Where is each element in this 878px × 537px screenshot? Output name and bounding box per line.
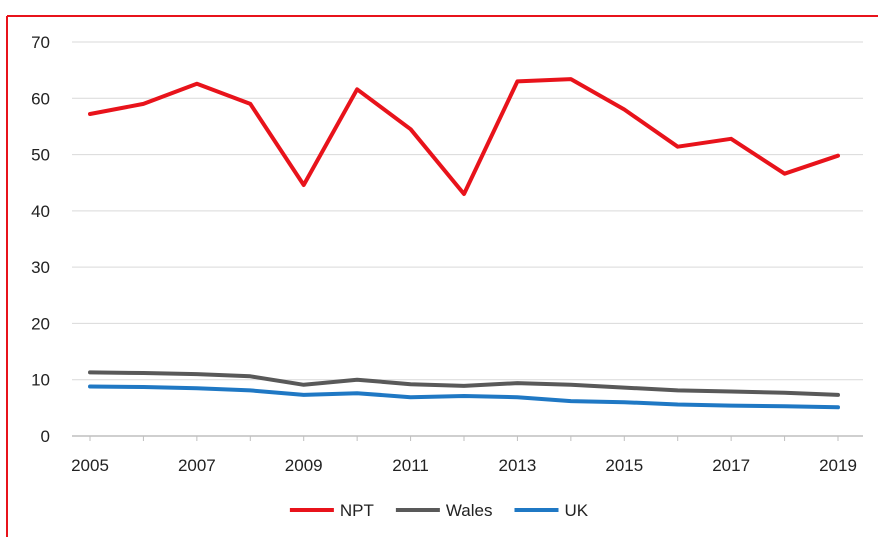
- y-tick-label-10: 10: [31, 371, 50, 390]
- x-tick-label-2017: 2017: [712, 456, 750, 475]
- x-tick-label-2005: 2005: [71, 456, 109, 475]
- y-tick-label-0: 0: [41, 427, 50, 446]
- x-tick-label-2015: 2015: [605, 456, 643, 475]
- legend-label-npt: NPT: [340, 501, 374, 520]
- x-tick-label-2013: 2013: [499, 456, 537, 475]
- y-tick-label-20: 20: [31, 314, 50, 333]
- y-axis-tick-labels: 0 10 20 30 40 50 60 70: [31, 33, 50, 446]
- gridlines: [72, 41, 863, 381]
- x-tick-label-2019: 2019: [819, 456, 857, 475]
- y-tick-label-70: 70: [31, 33, 50, 52]
- x-tick-label-2011: 2011: [392, 456, 429, 475]
- legend: NPT Wales UK: [289, 501, 589, 520]
- frame-border: [6, 15, 878, 537]
- x-axis: [72, 435, 863, 441]
- series-lines: [88, 77, 840, 410]
- series-line-uk: [88, 384, 840, 410]
- legend-label-uk: UK: [564, 501, 588, 520]
- x-tick-label-2007: 2007: [178, 456, 216, 475]
- x-axis-tick-labels: 2005 2007 2009 2011 2013 2015 2017 2019: [71, 456, 857, 475]
- series-line-npt: [88, 77, 840, 196]
- series-line-wales: [88, 370, 840, 397]
- y-tick-label-50: 50: [31, 146, 50, 165]
- x-tick-label-2009: 2009: [285, 456, 323, 475]
- y-tick-label-40: 40: [31, 202, 50, 221]
- y-tick-label-30: 30: [31, 258, 50, 277]
- legend-label-wales: Wales: [446, 501, 493, 520]
- y-tick-label-60: 60: [31, 89, 50, 108]
